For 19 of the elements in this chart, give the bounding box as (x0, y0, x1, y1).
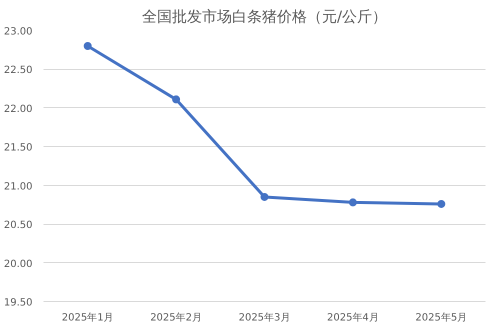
y-tick-label: 23.00 (4, 26, 33, 38)
point (84, 42, 92, 50)
point (437, 200, 446, 208)
y-tick-label: 20.50 (4, 220, 33, 232)
x-tick-label: 2025年4月 (326, 312, 379, 324)
y-tick-label: 21.50 (4, 142, 33, 154)
x-tick-label: 2025年5月 (415, 312, 468, 324)
point (260, 192, 268, 201)
point (172, 95, 180, 104)
y-tick-label: 20.00 (4, 258, 33, 270)
y-tick-label: 22.50 (4, 65, 33, 76)
y-tick-label: 22.00 (4, 104, 33, 115)
chart-title: 全国批发市场白条猪价格（元/公斤） (142, 8, 388, 26)
x-tick-label: 2025年2月 (150, 312, 202, 324)
y-tick-label: 19.50 (4, 298, 33, 308)
x-tick-label: 2025年3月 (238, 312, 290, 324)
point (348, 198, 357, 206)
x-tick-label: 2025年1月 (62, 312, 114, 324)
y-tick-label: 21.00 (4, 181, 33, 192)
